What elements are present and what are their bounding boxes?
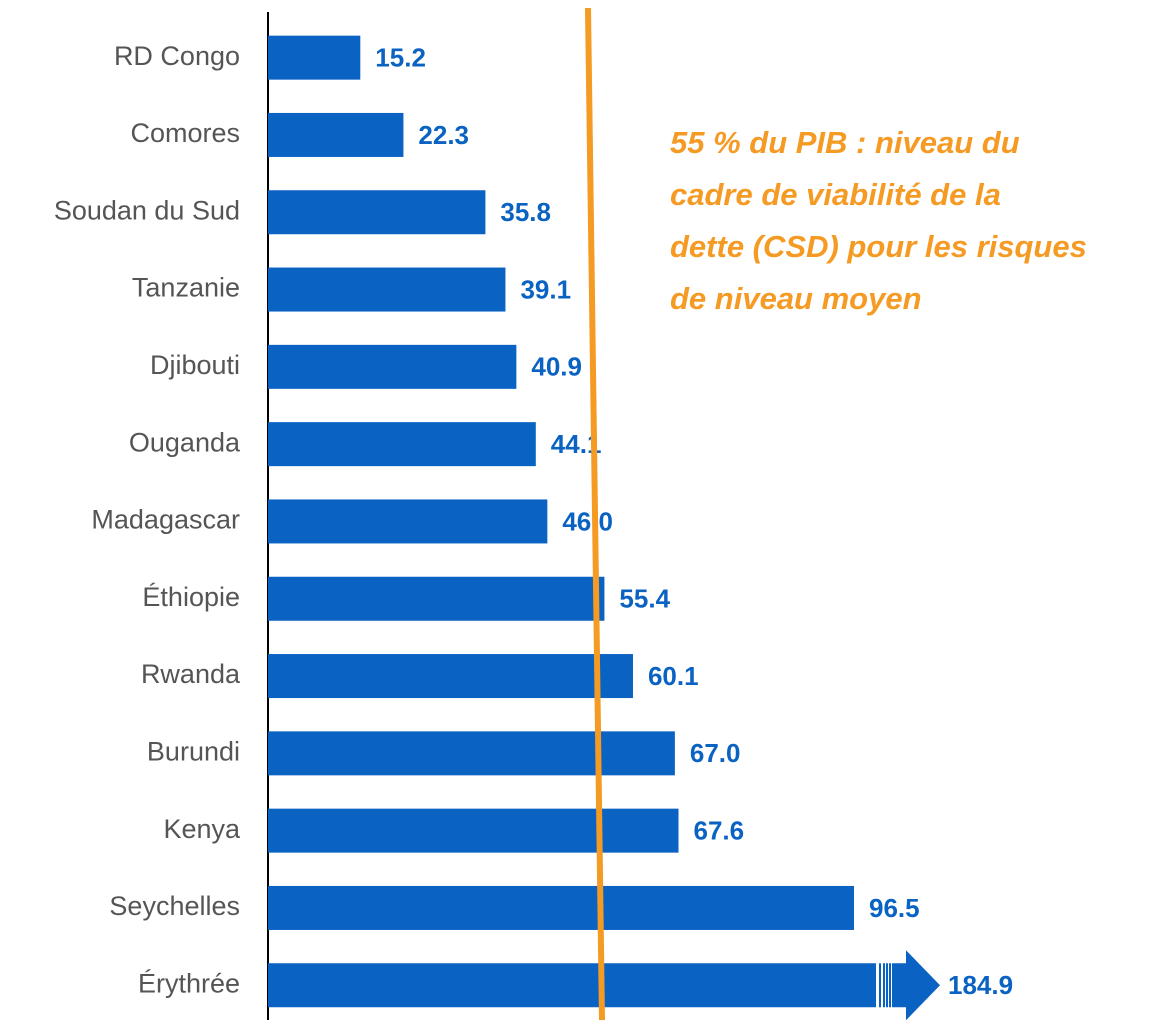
category-label: Érythrée — [138, 968, 240, 998]
value-label: 22.3 — [418, 120, 469, 150]
category-label: Rwanda — [141, 659, 241, 689]
value-label: 55.4 — [619, 584, 670, 614]
annotation: dette (CSD) pour les risques — [670, 229, 1087, 264]
value-label: 184.9 — [948, 970, 1013, 1000]
bar — [268, 576, 605, 621]
value-label: 67.6 — [694, 816, 745, 846]
category-label: Madagascar — [91, 505, 240, 535]
category-label: Kenya — [163, 814, 241, 844]
bar — [268, 344, 517, 389]
value-label: 46.0 — [562, 506, 613, 536]
bar — [268, 731, 675, 776]
category-label: RD Congo — [114, 41, 240, 71]
value-label: 35.8 — [500, 197, 551, 227]
bar — [268, 499, 548, 544]
broken-bar — [268, 950, 940, 1020]
value-label: 96.5 — [869, 893, 920, 923]
bar — [268, 35, 361, 80]
category-label: Seychelles — [109, 891, 240, 921]
category-label: Éthiopie — [142, 582, 240, 612]
bar — [268, 654, 633, 699]
bar — [268, 808, 679, 853]
category-label: Burundi — [147, 736, 240, 766]
annotation: 55 % du PIB : niveau du — [670, 125, 1020, 160]
annotation: cadre de viabilité de la — [670, 177, 1001, 212]
category-label: Soudan du Sud — [54, 195, 240, 225]
value-label: 67.0 — [690, 738, 741, 768]
annotation: de niveau moyen — [670, 281, 922, 316]
bar — [268, 885, 855, 930]
category-label: Ouganda — [129, 427, 241, 457]
category-label: Djibouti — [150, 350, 240, 380]
value-label: 15.2 — [375, 43, 426, 73]
bar — [268, 267, 506, 312]
bar — [268, 422, 536, 467]
value-label: 60.1 — [648, 661, 699, 691]
bar — [268, 112, 404, 157]
category-label: Tanzanie — [132, 273, 240, 303]
category-label: Comores — [130, 118, 240, 148]
bar — [268, 190, 486, 235]
value-label: 40.9 — [531, 352, 582, 382]
value-label: 39.1 — [520, 274, 571, 304]
reference-line — [585, 7, 605, 1020]
